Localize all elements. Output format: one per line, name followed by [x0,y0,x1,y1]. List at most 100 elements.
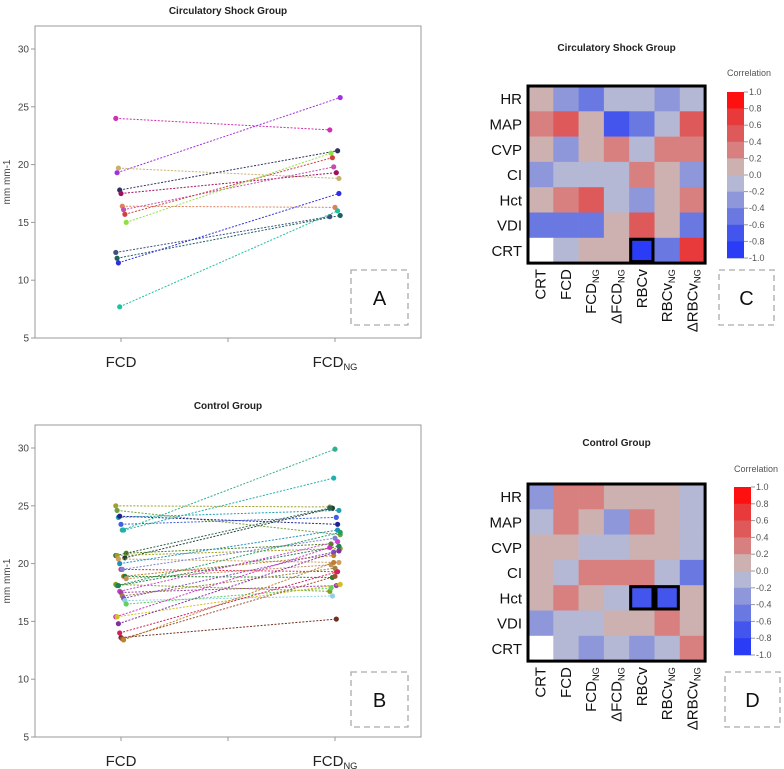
column-label-main: FCD [558,269,575,300]
panel-label: D [745,690,759,712]
column-label: FCD [558,269,575,300]
heatmap-D: Control Group HR MAP CVP CI Hct VDI CRT Correlat… [489,438,781,728]
heatmap-cell [603,635,630,662]
pair-line [124,507,333,559]
heatmap-cell [553,86,579,112]
subject-pair [117,208,341,310]
heatmap-cell [679,585,706,611]
colorbar-title: Correlation [734,464,778,474]
point-fcd-ng [335,569,341,575]
pair-line [118,509,339,518]
row-label: VDI [497,616,522,633]
point-fcd-ng [337,529,343,535]
pair-line [118,550,340,625]
column-label-subscript: NG [692,269,702,283]
column-label-main: ΔFCD [609,681,626,722]
panel-label-box [350,269,409,326]
colorbar-tick-label: 0.0 [756,566,769,576]
pair-line [126,564,332,580]
colorbar-bin [734,621,751,639]
column-label-main: FCD [583,681,600,712]
row-label: CRT [491,641,522,658]
pair-line [116,97,341,174]
y-tick-label: 25 [18,501,30,512]
pair-line [119,150,338,191]
colorbar-tick-label: 1.0 [749,87,762,97]
row-label: CVP [491,540,522,557]
point-fcd-ng [328,585,334,591]
point-fcd-ng [335,208,341,214]
x-category-label-main: FCD [313,753,344,769]
row-label: HR [500,489,522,506]
colorbar-tick-label: 0.8 [749,104,762,114]
pair-line [119,529,338,565]
heatmap-cell [603,136,630,163]
x-category-label: FCD [106,753,137,769]
heatmap-cell [679,484,706,510]
point-fcd [121,207,127,213]
heatmap-cell [654,534,681,561]
colorbar-bin [734,587,751,605]
heatmap-cell [528,187,554,213]
y-tick-label: 10 [18,276,30,287]
pair-line [116,531,341,587]
heatmap-cell [528,585,554,611]
subject-pair [115,543,342,589]
point-fcd-ng [328,150,334,156]
panel-label-box [350,671,409,728]
point-fcd [115,582,121,589]
subject-pair [115,165,342,182]
heatmap-cell [578,111,605,137]
heatmap-cell [603,212,630,239]
pair-line [123,551,334,599]
pair-line [117,509,341,536]
row-label: CVP [491,142,522,159]
colorbar-tick-label: -1.0 [749,253,765,263]
heatmap-cell [528,635,554,662]
colorbar-bin [727,175,744,192]
point-fcd-ng [333,582,339,589]
heatmap-cell [629,509,655,535]
heatmap-cell [629,635,655,662]
point-fcd [114,614,120,620]
colorbar-tick-label: 0.4 [749,137,762,147]
paired-plot-A: Circulatory Shock Group 5 10 15 20 25 30 mm mm-… [2,6,422,345]
point-fcd-ng [337,581,343,588]
subject-pair [117,569,341,636]
heatmap-cell [578,161,605,188]
y-tick-label: 20 [18,160,30,171]
colorbar-bin [727,92,744,109]
point-fcd [114,255,120,261]
column-label-subscript: NG [667,269,677,283]
heatmap-cell [603,559,630,586]
point-fcd [117,513,123,519]
heatmap-cell [553,237,579,264]
pair-line [123,561,334,641]
pair-line [124,157,333,215]
point-fcd-ng [327,505,333,511]
pair-line [122,575,336,640]
heatmap-cell [528,136,554,163]
heatmap-cell [679,136,706,163]
heatmap-cell [603,237,630,264]
column-label: CRT [533,269,550,300]
panel-label: B [373,690,386,712]
y-tick-label: 5 [23,733,29,744]
pair-line [123,555,334,577]
row-label: Hct [500,590,523,607]
subject-pair [114,581,343,620]
heatmap-cell [654,585,681,611]
heatmap-cell [553,635,579,662]
heatmap-cell [679,559,706,586]
pair-line [118,193,340,264]
heatmap-cell [603,509,630,535]
colorbar-bin [727,241,744,259]
point-fcd-ng [327,544,333,551]
subject-pair [115,190,342,266]
pair-line [123,166,334,211]
heatmap-cell [553,585,579,611]
point-fcd-ng [333,514,339,520]
heatmap-cell [629,610,655,637]
heatmap-cell [578,534,605,561]
subject-pair [121,549,337,601]
